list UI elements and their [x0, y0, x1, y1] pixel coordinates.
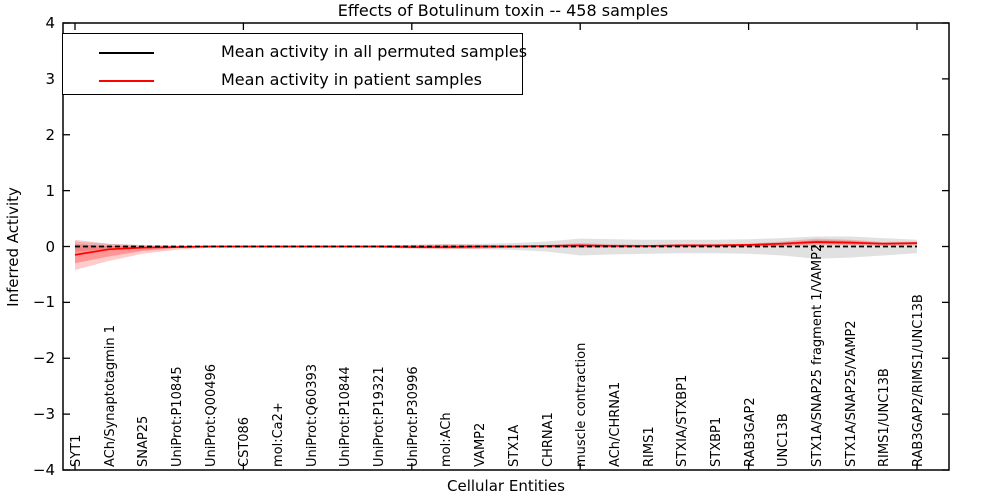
legend-line-red [99, 80, 154, 82]
category-label: UniProt:Q00496 [203, 363, 219, 467]
legend-line-black [99, 52, 154, 54]
y-tick-label: −3 [32, 405, 55, 424]
category-label: RAB3GAP2/RIMS1/UNC13B [911, 294, 926, 467]
category-label: ACh/Synaptotagmin 1 [102, 324, 118, 467]
legend-entry-patient: Mean activity in patient samples [63, 68, 522, 94]
category-label: mol:ACh [439, 412, 455, 467]
category-label: ACh/CHRNA1 [607, 381, 623, 467]
permuted-confidence-band [75, 236, 917, 259]
x-axis-label: Cellular Entities [447, 477, 565, 495]
category-label: mol:Ca2+ [271, 402, 287, 467]
category-label: UniProt:Q60393 [304, 363, 320, 467]
y-tick-label: −4 [32, 461, 55, 479]
legend-label-permuted: Mean activity in all permuted samples [221, 42, 528, 61]
category-label: RIMS1/UNC13B [877, 368, 893, 467]
y-tick-label: −2 [32, 349, 55, 368]
category-label: UniProt:P19321 [372, 366, 388, 467]
category-label: STXBP1 [708, 416, 724, 467]
category-label: UniProt:P10845 [170, 366, 186, 467]
category-label: STX1A [506, 424, 522, 467]
category-label: VAMP2 [473, 422, 489, 467]
category-label: SNAP25 [136, 415, 152, 467]
category-label: STX1A/SNAP25/VAMP2 [843, 320, 859, 467]
category-label: CHRNA1 [540, 412, 556, 467]
category-label: STXIA/STXBP1 [675, 374, 691, 467]
category-label: CST086 [237, 416, 253, 467]
category-label: UniProt:P30996 [405, 366, 421, 467]
legend-entry-permuted: Mean activity in all permuted samples [63, 40, 527, 66]
y-tick-label: −1 [32, 293, 55, 312]
legend-box: Mean activity in all permuted samples Me… [62, 33, 527, 95]
y-tick-label: 1 [45, 181, 55, 200]
category-label: muscle contraction [574, 342, 590, 467]
chart-title: Effects of Botulinum toxin -- 458 sample… [337, 1, 669, 20]
legend-label-patient: Mean activity in patient samples [221, 70, 482, 89]
category-label: RAB3GAP2 [742, 397, 758, 467]
category-label: UNC13B [776, 413, 792, 467]
category-label: UniProt:P10844 [338, 366, 354, 467]
category-label: RIMS1 [641, 426, 657, 467]
y-tick-label: 0 [45, 237, 55, 256]
y-tick-label: 3 [45, 69, 55, 88]
y-tick-label: 2 [45, 125, 55, 144]
category-label: SYT1 [69, 434, 84, 467]
y-tick-label: 4 [45, 14, 55, 32]
category-label: STX1A/SNAP25 fragment 1/VAMP2 [809, 243, 825, 467]
